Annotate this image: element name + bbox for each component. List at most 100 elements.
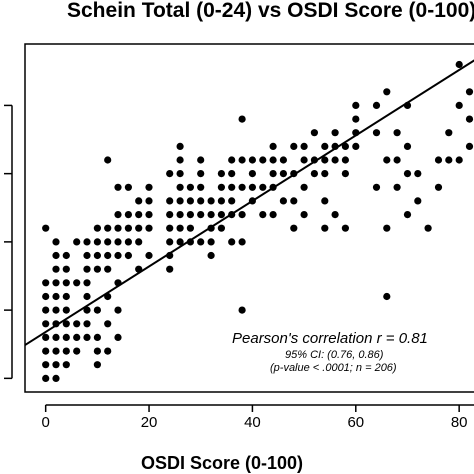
data-point (445, 156, 453, 164)
data-point (166, 224, 174, 232)
data-point (83, 320, 91, 328)
data-point (42, 347, 50, 355)
data-point (238, 156, 246, 164)
data-point (248, 156, 256, 164)
data-point (300, 183, 308, 191)
data-point (176, 238, 184, 246)
data-point (42, 374, 50, 382)
data-point (73, 320, 81, 328)
data-point (290, 224, 298, 232)
data-point (383, 292, 391, 301)
data-point (403, 142, 412, 150)
data-point (145, 251, 153, 260)
data-point (197, 197, 205, 205)
data-point (135, 238, 143, 246)
data-point (52, 279, 60, 287)
data-point (207, 211, 215, 219)
x-axis-label: OSDI Score (0-100) (141, 453, 303, 473)
data-point (465, 142, 474, 150)
data-point (372, 101, 381, 109)
data-point (93, 347, 101, 355)
data-point (238, 183, 246, 191)
data-point (42, 306, 50, 314)
data-point (83, 279, 91, 287)
data-point (73, 279, 81, 287)
data-point (217, 211, 225, 219)
points-layer (42, 60, 474, 382)
data-point (42, 292, 50, 301)
data-point (62, 265, 70, 273)
data-point (331, 129, 339, 137)
data-point (42, 320, 50, 328)
data-point (383, 224, 391, 232)
data-point (207, 197, 215, 205)
data-point (93, 265, 101, 273)
data-point (393, 156, 401, 164)
data-point (73, 347, 81, 355)
data-point (414, 170, 422, 178)
data-point (83, 306, 91, 314)
data-point (52, 292, 60, 301)
data-point (300, 142, 308, 150)
data-point (321, 224, 329, 232)
data-point (114, 183, 122, 191)
data-point (114, 238, 122, 246)
data-point (145, 183, 153, 191)
data-point (424, 224, 432, 232)
data-point (310, 129, 318, 137)
data-point (93, 251, 101, 260)
data-point (321, 197, 329, 205)
data-point (52, 333, 60, 341)
data-point (238, 238, 246, 246)
data-point (166, 265, 174, 273)
data-point (52, 238, 60, 246)
data-point (52, 265, 60, 273)
data-point (114, 306, 122, 314)
data-point (124, 224, 132, 232)
data-point (197, 156, 205, 164)
data-point (145, 211, 153, 219)
data-point (290, 142, 298, 150)
data-point (434, 183, 443, 191)
data-point (279, 170, 287, 178)
data-point (228, 238, 236, 246)
data-point (186, 211, 194, 219)
data-point (228, 156, 236, 164)
data-point (310, 170, 318, 178)
data-point (42, 361, 50, 369)
data-point (341, 170, 349, 178)
data-point (135, 224, 143, 232)
data-point (465, 88, 474, 96)
data-point (445, 129, 453, 137)
data-point (62, 251, 70, 260)
data-point (104, 320, 112, 328)
data-point (269, 156, 277, 164)
data-point (259, 183, 267, 191)
data-point (414, 197, 422, 205)
x-tick-label: 40 (244, 414, 261, 431)
data-point (176, 170, 184, 178)
data-point (269, 142, 277, 150)
data-point (434, 156, 443, 164)
data-point (300, 211, 308, 219)
data-point (248, 170, 256, 178)
data-point (186, 183, 194, 191)
data-point (93, 224, 101, 232)
data-point (124, 251, 132, 260)
data-point (383, 88, 391, 96)
data-point (42, 224, 50, 232)
data-point (62, 306, 70, 314)
data-point (62, 333, 70, 341)
data-point (145, 224, 153, 232)
data-point (42, 279, 50, 287)
data-point (104, 347, 112, 355)
data-point (321, 142, 329, 150)
data-point (331, 211, 339, 219)
data-point (114, 211, 122, 219)
data-point (52, 361, 60, 369)
chart-title: Schein Total (0-24) vs OSDI Score (0-100… (67, 0, 474, 22)
axes-layer: 0 20 40 60 80 (4, 104, 474, 431)
data-point (176, 224, 184, 232)
data-point (135, 197, 143, 205)
